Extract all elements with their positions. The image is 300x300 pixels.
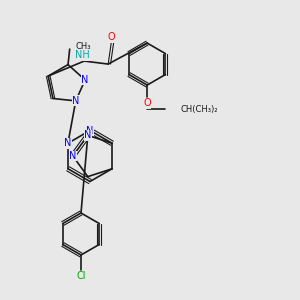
Text: N: N [72, 96, 80, 106]
Text: CH(CH₃)₂: CH(CH₃)₂ [180, 105, 218, 114]
Text: N: N [69, 151, 76, 161]
Text: N: N [64, 138, 72, 148]
Text: O: O [143, 98, 151, 108]
Text: Cl: Cl [76, 271, 86, 281]
Text: O: O [107, 32, 115, 42]
Text: N: N [84, 130, 92, 140]
Text: N: N [81, 75, 89, 85]
Text: N: N [86, 125, 94, 136]
Text: CH₃: CH₃ [76, 42, 91, 51]
Text: NH: NH [75, 50, 90, 60]
